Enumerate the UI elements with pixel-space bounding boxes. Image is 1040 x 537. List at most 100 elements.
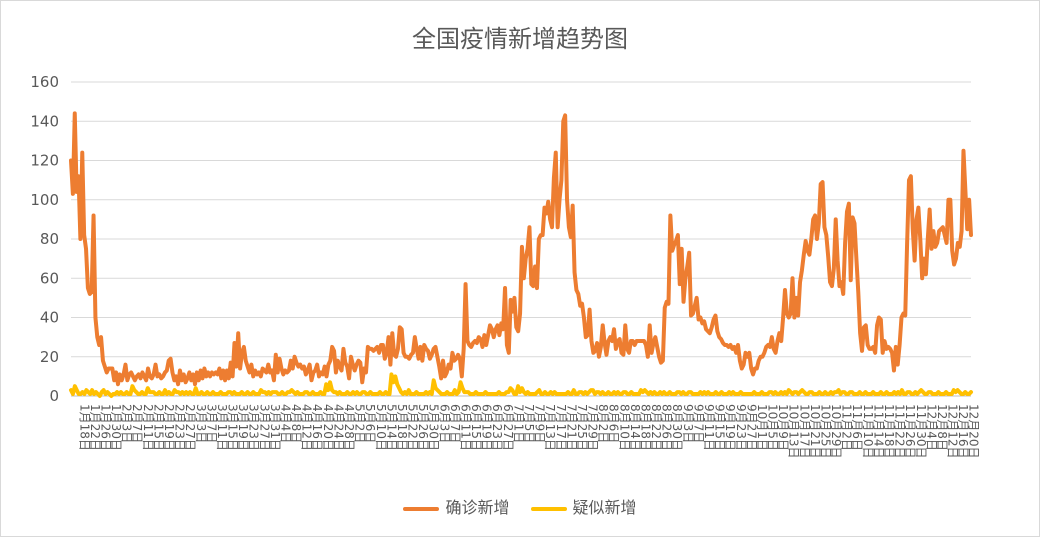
- x-tick-label: 6月23日: [490, 404, 504, 451]
- legend-label-suspected: 疑似新增: [572, 498, 637, 517]
- x-tick-label: 8月14日: [628, 404, 642, 451]
- x-tick-label: 12月20日: [967, 404, 981, 459]
- x-tick-label: 9月19日: [723, 404, 737, 451]
- series-suspected-line: [69, 372, 973, 398]
- x-tick-label: 6月11日: [459, 404, 473, 451]
- x-tick-label: 3月7日: [204, 404, 218, 443]
- x-tick-label: 6月19日: [480, 404, 494, 451]
- x-tick-label: 2月19日: [162, 404, 176, 451]
- x-tick-label: 4月24日: [331, 404, 345, 451]
- x-tick-label: 3月3日: [194, 404, 208, 443]
- x-tick-label: 11月22日: [893, 404, 907, 459]
- x-tick-label: 11月26日: [903, 404, 917, 459]
- x-tick-label: 10月5日: [766, 404, 780, 451]
- y-tick-label: 140: [30, 112, 59, 130]
- x-tick-label: 3月27日: [257, 404, 271, 451]
- x-tick-label: 2月7日: [130, 404, 144, 443]
- x-tick-label: 5月30日: [427, 404, 441, 451]
- y-tick-label: 160: [30, 73, 59, 91]
- x-tick-label: 2月11日: [141, 404, 155, 451]
- y-tick-label: 20: [40, 348, 59, 366]
- x-tick-label: 9月15日: [713, 404, 727, 451]
- x-tick-label: 3月23日: [247, 404, 261, 451]
- x-tick-label: 10月25日: [819, 404, 833, 459]
- x-tick-label: 9月7日: [691, 404, 705, 443]
- legend: 确诊新增 疑似新增: [1, 494, 1039, 518]
- x-tick-label: 3月19日: [236, 404, 250, 451]
- x-tick-label: 2月15日: [151, 404, 165, 451]
- x-tick-label: 7月1日: [511, 404, 525, 443]
- x-tick-label: 11月18日: [882, 404, 896, 459]
- x-tick-label: 6月15日: [469, 404, 483, 451]
- x-tick-label: 1月18日: [77, 404, 91, 451]
- x-tick-label: 7月13日: [543, 404, 557, 451]
- x-tick-label: 12月16日: [956, 404, 970, 459]
- x-tick-label: 5月10日: [374, 404, 388, 451]
- x-tick-label: 8月30日: [670, 404, 684, 451]
- y-tick-label: 100: [30, 191, 59, 209]
- x-tick-label: 6月27日: [501, 404, 515, 451]
- y-tick-label: 80: [40, 230, 59, 248]
- x-tick-label: 10月1日: [755, 404, 769, 451]
- x-tick-label: 4月20日: [321, 404, 335, 451]
- x-tick-label: 4月4日: [279, 404, 293, 443]
- x-tick-label: 10月13日: [787, 404, 801, 459]
- x-tick-label: 5月14日: [384, 404, 398, 451]
- x-tick-label: 3月31日: [268, 404, 282, 451]
- x-tick-label: 9月11日: [702, 404, 716, 451]
- x-tick-label: 2月27日: [183, 404, 197, 451]
- x-tick-label: 10月21日: [808, 404, 822, 459]
- y-tick-label: 120: [30, 152, 59, 170]
- x-tick-label: 11月6日: [850, 404, 864, 451]
- x-tick-label: 3月11日: [215, 404, 229, 451]
- x-tick-label: 12月4日: [924, 404, 938, 451]
- legend-item-confirmed: 确诊新增: [403, 494, 509, 518]
- x-tick-label: 4月12日: [300, 404, 314, 451]
- x-tick-label: 1月22日: [88, 404, 102, 451]
- x-tick-label: 9月23日: [734, 404, 748, 451]
- x-tick-label: 8月26日: [660, 404, 674, 451]
- x-tick-label: 2月23日: [173, 404, 187, 451]
- x-tick-label: 9月27日: [744, 404, 758, 451]
- legend-label-confirmed: 确诊新增: [445, 498, 510, 517]
- x-tick-label: 3月15日: [226, 404, 240, 451]
- x-tick-label: 11月10日: [861, 404, 875, 459]
- x-tick-label: 1月26日: [99, 404, 113, 451]
- legend-item-suspected: 疑似新增: [530, 494, 637, 518]
- chart-title: 全国疫情新增趋势图: [412, 25, 628, 53]
- x-tick-label: 4月8日: [289, 404, 303, 443]
- x-tick-label: 5月26日: [416, 404, 430, 451]
- y-tick-label: 40: [40, 309, 59, 327]
- y-tick-label: 0: [49, 387, 59, 405]
- series-confirmed-line: [69, 111, 973, 387]
- x-tick-label: 7月17日: [554, 404, 568, 451]
- x-tick-label: 11月30日: [914, 404, 928, 459]
- x-tick-label: 6月3日: [437, 404, 451, 443]
- x-tick-label: 11月14日: [871, 404, 885, 459]
- x-tick-label: 12月8日: [935, 404, 949, 451]
- x-tick-label: 7月5日: [522, 404, 536, 443]
- x-tick-label: 9月3日: [681, 404, 695, 443]
- x-tick-label: 8月10日: [617, 404, 631, 451]
- x-tick-label: 5月18日: [395, 404, 409, 451]
- x-tick-label: 7月29日: [586, 404, 600, 451]
- x-tick-label: 5月2日: [353, 404, 367, 443]
- legend-swatch-suspected: [530, 506, 567, 511]
- x-tick-label: 8月6日: [607, 404, 621, 443]
- x-tick-label: 7月9日: [533, 404, 547, 443]
- x-tick-label: 7月25日: [575, 404, 589, 451]
- x-tick-label: 8月18日: [639, 404, 653, 451]
- x-tick-label: 2月3日: [120, 404, 134, 443]
- x-tick-label: 4月28日: [342, 404, 356, 451]
- x-tick-label: 6月7日: [448, 404, 462, 443]
- x-tick-label: 11月2日: [840, 404, 854, 451]
- x-tick-label: 8月22日: [649, 404, 663, 451]
- legend-swatch-confirmed: [403, 506, 440, 511]
- y-tick-label: 60: [40, 269, 59, 287]
- x-tick-label: 5月22日: [406, 404, 420, 451]
- x-tick-label: 10月9日: [776, 404, 790, 451]
- x-tick-label: 10月17日: [797, 404, 811, 459]
- x-tick-label: 1月30日: [109, 404, 123, 451]
